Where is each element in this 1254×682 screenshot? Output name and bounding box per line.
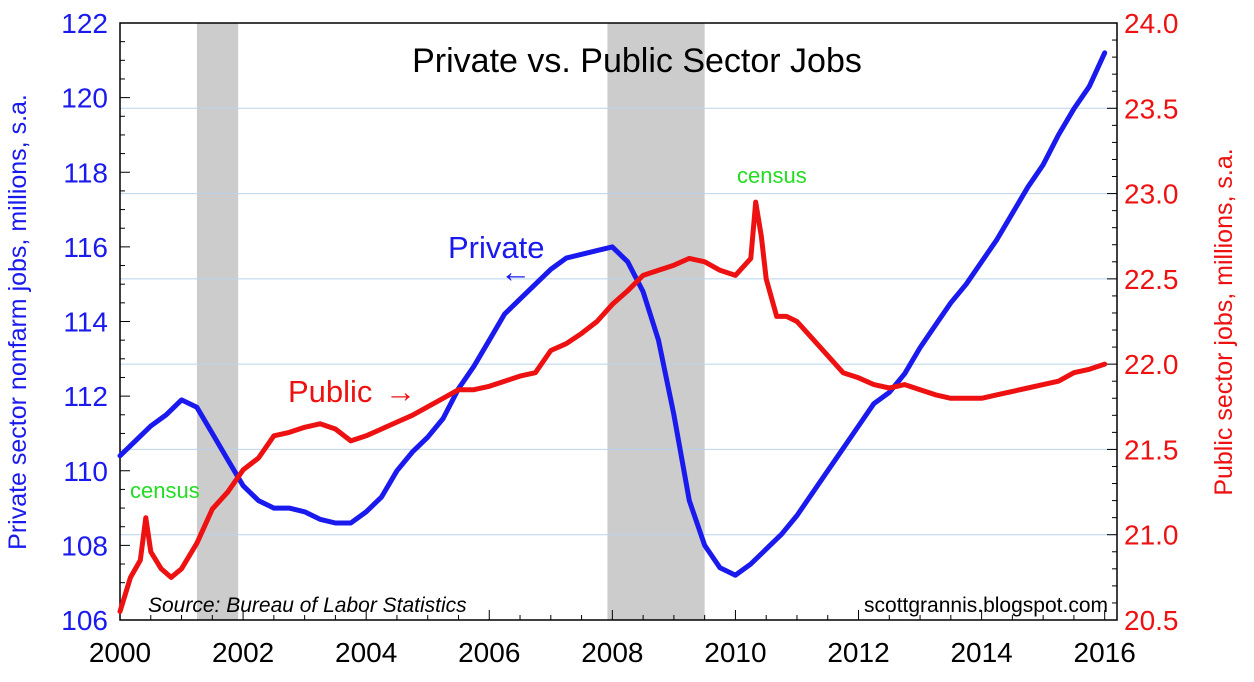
right-tick-label: 23.0	[1124, 179, 1179, 210]
recession-bands	[196, 23, 705, 620]
tick-marks	[119, 22, 1117, 621]
left-tick-label: 112	[63, 381, 108, 412]
right-tick-label: 23.5	[1124, 93, 1179, 124]
blog-credit: scottgrannis.blogspot.com	[864, 594, 1108, 617]
left-tick-label: 108	[61, 530, 108, 561]
census-annotation-2010: census	[737, 163, 807, 188]
public-arrow: →	[385, 374, 416, 409]
right-axis-label: Public sector jobs, millions, s.a.	[1210, 148, 1238, 495]
x-tick-label: 2014	[950, 637, 1012, 668]
left-tick-label: 120	[61, 83, 108, 114]
left-tick-label: 110	[63, 456, 108, 487]
chart-title: Private vs. Public Sector Jobs	[412, 42, 862, 80]
series-line-private	[117, 50, 1108, 578]
private-arrow: ←	[500, 254, 531, 289]
right-tick-label: 21.5	[1124, 434, 1179, 465]
recession-band	[196, 23, 239, 620]
x-tick-label: 2004	[335, 637, 397, 668]
recession-band	[607, 23, 705, 620]
census-annotation-2000: census	[130, 478, 200, 503]
right-axis-ticks: 20.5 21.0 21.5 22.0 22.5 23.0 23.5 24.0	[1124, 8, 1179, 636]
right-tick-label: 21.0	[1124, 520, 1179, 551]
x-tick-label: 2010	[704, 637, 766, 668]
private-label: Private	[448, 230, 544, 265]
left-axis-label: Private sector nonfarm jobs, millions, s…	[4, 94, 32, 550]
right-tick-label: 24.0	[1124, 8, 1179, 39]
left-tick-label: 116	[63, 232, 108, 263]
x-tick-label: 2008	[581, 637, 643, 668]
source-note: Source: Bureau of Labor Statistics	[148, 594, 467, 617]
x-tick-label: 2000	[89, 637, 151, 668]
left-tick-label: 114	[63, 307, 108, 338]
left-axis-ticks: 106 108 110 112 114 116 118 120 122	[61, 8, 108, 636]
right-tick-label: 22.5	[1124, 264, 1179, 295]
left-tick-label: 106	[61, 605, 108, 636]
right-tick-label: 20.5	[1124, 605, 1179, 636]
right-tick-label: 22.0	[1124, 349, 1179, 380]
x-tick-label: 2002	[212, 637, 274, 668]
public-label: Public	[288, 374, 372, 409]
left-tick-label: 118	[63, 157, 108, 188]
x-tick-label: 2006	[458, 637, 520, 668]
x-tick-label: 2016	[1074, 637, 1136, 668]
series-lines	[117, 50, 1108, 614]
x-tick-label: 2012	[827, 637, 889, 668]
series-line-public	[117, 199, 1108, 614]
x-axis-ticks: 2000 2002 2004 2006 2008 2010 2012 2014 2016	[89, 637, 1136, 668]
left-tick-label: 122	[61, 8, 108, 39]
